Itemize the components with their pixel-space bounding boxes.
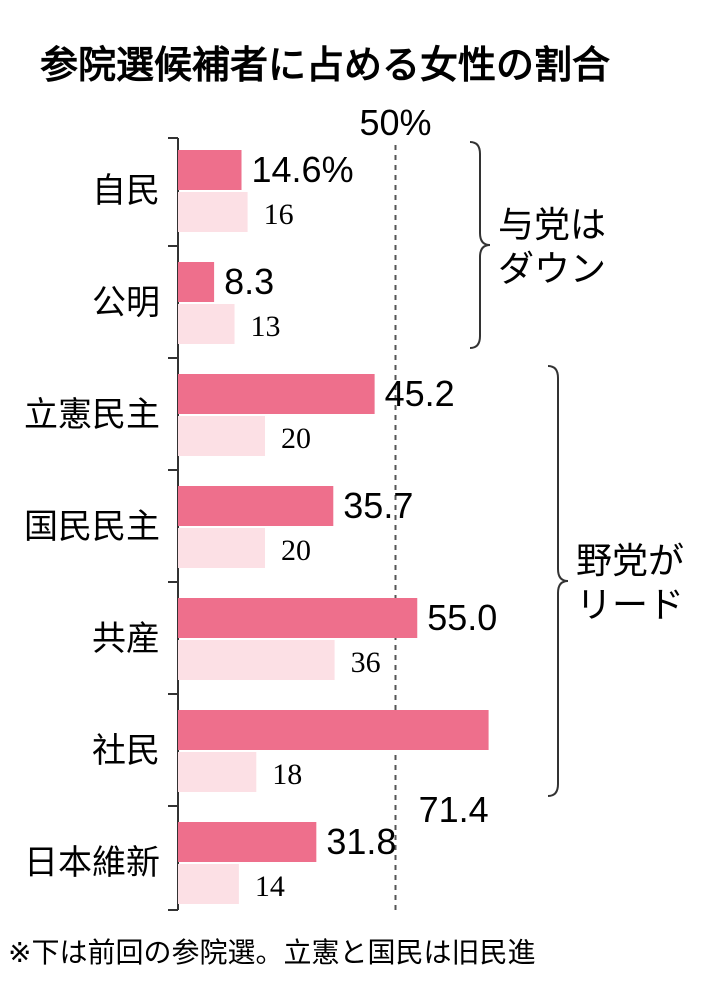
bar-current	[178, 710, 489, 750]
bar-previous	[178, 304, 235, 344]
group-label: リード	[576, 585, 684, 626]
bar-current	[178, 374, 375, 414]
category-label: 立憲民主	[24, 395, 160, 435]
bar-previous	[178, 416, 265, 456]
data-label-previous: 36	[351, 646, 381, 679]
category-label: 国民民主	[24, 507, 160, 547]
data-label-previous: 16	[264, 198, 294, 231]
reference-label: 50%	[359, 102, 431, 143]
group-brace	[547, 365, 569, 797]
bar-current	[178, 822, 317, 862]
data-label-current: 31.8	[326, 821, 396, 862]
category-label: 公明	[92, 283, 160, 323]
bar-current	[178, 598, 418, 638]
bar-previous	[178, 192, 248, 232]
data-label-current: 8.3	[224, 261, 274, 302]
data-label-previous: 14	[255, 870, 285, 903]
data-label-current: 55.0	[427, 597, 497, 638]
bar-current	[178, 150, 242, 190]
data-label-current: 71.4	[419, 789, 489, 830]
chart-title: 参院選候補者に占める女性の割合	[40, 43, 610, 87]
category-label: 日本維新	[24, 843, 160, 883]
bar-current	[178, 486, 334, 526]
data-label-current: 35.7	[343, 485, 413, 526]
bar-current	[178, 262, 215, 302]
bar-previous	[178, 752, 257, 792]
bar-previous	[178, 640, 335, 680]
group-label: 与党は	[498, 205, 606, 246]
bar-previous	[178, 528, 265, 568]
bar-previous	[178, 864, 239, 904]
footnote: ※下は前回の参院選。立憲と国民は旧民進	[8, 936, 535, 969]
data-label-previous: 13	[251, 310, 281, 343]
data-label-previous: 20	[281, 534, 311, 567]
group-label: ダウン	[498, 249, 606, 290]
data-label-current: 14.6%	[252, 149, 354, 190]
category-label: 自民	[92, 171, 160, 211]
group-label: 野党が	[576, 541, 684, 582]
category-label: 共産	[92, 619, 160, 659]
data-label-previous: 18	[272, 758, 302, 791]
data-label-current: 45.2	[385, 373, 455, 414]
group-brace	[469, 141, 491, 349]
category-label: 社民	[92, 731, 160, 771]
data-label-previous: 20	[281, 422, 311, 455]
